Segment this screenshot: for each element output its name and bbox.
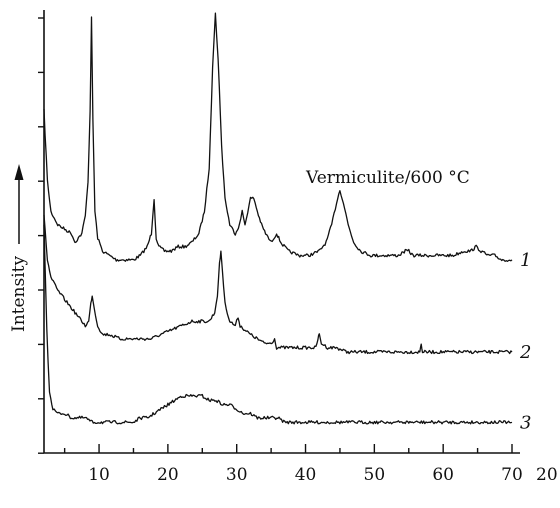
x-tick-label: 30 [226,465,248,485]
curve-1 [43,12,513,262]
curve-label-2: 2 [519,342,531,363]
x-axis-ticks [63,444,513,453]
x-tick-label: 50 [364,465,386,485]
xrd-curves [43,12,513,425]
x-tick-label: 10 [88,465,110,485]
x-tick-label: 40 [295,465,317,485]
curve-label-1: 1 [520,250,531,271]
curve-labels: 1 2 3 [519,250,531,433]
curve-3 [43,224,513,425]
x-tick-label: 60 [432,465,454,485]
x-tick-label: 70 [501,465,523,485]
x-axis-label: 20 [536,465,558,485]
y-axis-arrow-icon [14,164,24,180]
curve-label-3: 3 [520,412,531,433]
x-tick-label: 20 [157,465,179,485]
x-axis-tick-labels: 10 20 30 40 50 60 70 [88,465,523,485]
curve-2 [43,214,513,355]
y-axis-label: Intensity [9,256,29,332]
sample-annotation: Vermiculite/600 °C [305,168,470,188]
y-axis-label-group: Intensity [9,164,29,332]
y-axis-ticks [38,17,44,454]
